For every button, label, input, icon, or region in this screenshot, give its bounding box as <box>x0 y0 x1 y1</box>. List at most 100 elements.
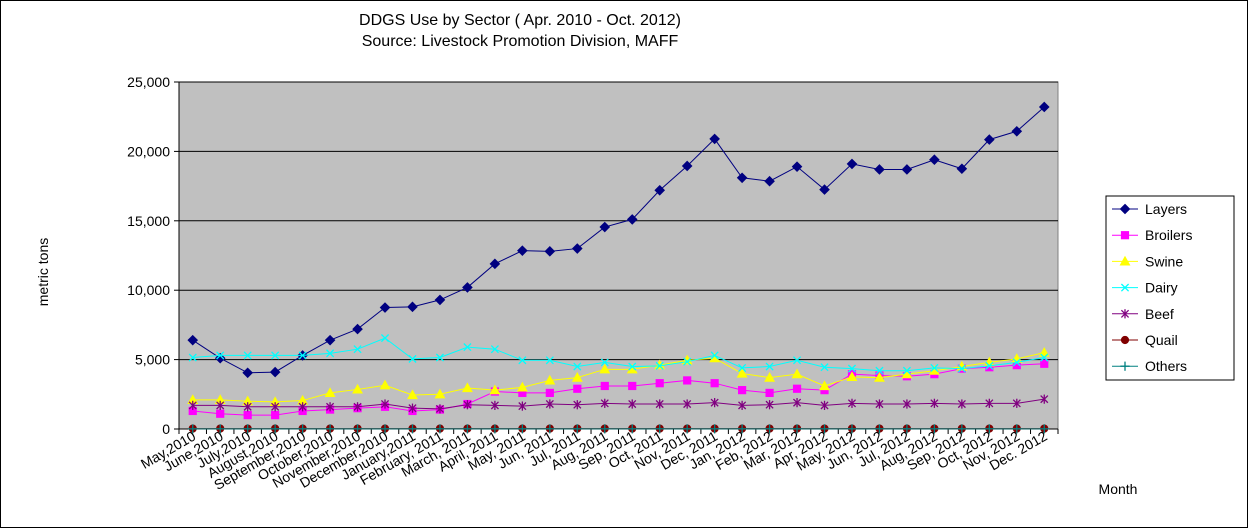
data-point-beef <box>298 402 307 412</box>
data-point-swine <box>571 372 583 382</box>
data-point-beef <box>902 399 911 409</box>
data-point-dairy <box>518 356 527 365</box>
data-point-layers <box>874 164 885 175</box>
data-point-layers <box>819 184 830 195</box>
data-point-swine <box>407 389 418 400</box>
series-line-swine <box>192 352 1045 403</box>
data-point-layers <box>1011 125 1023 137</box>
data-point-dairy <box>243 351 252 360</box>
data-point-swine <box>819 380 830 391</box>
data-point-layers <box>599 221 611 233</box>
legend-marker-beef <box>1120 309 1130 319</box>
data-point-others <box>1039 424 1049 434</box>
data-point-others <box>655 424 665 434</box>
data-point-dairy <box>435 353 445 362</box>
data-point-others <box>380 424 390 434</box>
data-point-swine <box>791 368 803 379</box>
data-point-dairy <box>902 366 911 375</box>
legend-marker-others <box>1120 361 1130 371</box>
data-point-others <box>1012 424 1022 434</box>
data-point-layers <box>571 243 583 254</box>
plot-area: 05,00010,00015,00020,00025,000May,2010Ju… <box>127 74 1059 493</box>
data-point-dairy <box>683 357 692 366</box>
data-point-layers <box>791 161 803 172</box>
data-point-beef <box>628 399 637 409</box>
data-point-layers <box>709 133 720 145</box>
data-point-dairy <box>738 363 747 372</box>
data-point-beef <box>930 398 939 408</box>
data-point-broilers <box>600 381 609 391</box>
data-point-layers <box>681 160 693 172</box>
legend-entry-beef: Beef <box>1145 306 1174 322</box>
y-axis-label: metric tons <box>35 238 51 306</box>
data-point-others <box>517 424 527 434</box>
data-point-layers <box>489 258 501 270</box>
legend-entry-swine: Swine <box>1145 253 1183 269</box>
data-point-dairy <box>847 364 857 373</box>
data-point-beef <box>683 399 692 409</box>
data-point-swine <box>736 367 748 378</box>
data-point-dairy <box>710 351 719 360</box>
data-point-layers <box>654 184 666 196</box>
data-point-beef <box>1012 398 1021 408</box>
data-point-beef <box>380 399 390 409</box>
legend-entry-broilers: Broilers <box>1145 227 1192 243</box>
data-point-dairy <box>765 362 774 371</box>
data-point-layers <box>1038 101 1050 113</box>
data-point-broilers <box>710 379 719 388</box>
data-point-layers <box>517 245 528 256</box>
data-point-broilers <box>1040 359 1049 368</box>
data-point-broilers <box>765 388 774 398</box>
data-point-broilers <box>545 388 554 398</box>
data-point-beef <box>792 398 802 408</box>
data-point-dairy <box>573 362 582 371</box>
data-point-swine <box>379 379 391 390</box>
data-point-dairy <box>628 362 637 371</box>
series-line-beef <box>192 398 1045 410</box>
data-point-beef <box>738 400 747 411</box>
data-point-beef <box>216 400 225 411</box>
data-point-beef <box>353 402 362 412</box>
data-point-swine <box>764 372 776 382</box>
data-point-broilers <box>683 376 692 385</box>
data-point-dairy <box>298 351 307 360</box>
data-point-others <box>188 424 198 434</box>
legend-marker-quail <box>1120 335 1130 345</box>
data-point-dairy <box>216 351 225 360</box>
data-point-others <box>545 424 555 434</box>
data-point-dairy <box>957 364 966 373</box>
legend-entry-layers: Layers <box>1145 201 1187 217</box>
y-tick-label: 15,000 <box>127 213 170 229</box>
data-point-swine <box>516 381 528 392</box>
data-point-dairy <box>353 345 362 354</box>
data-point-swine <box>489 384 501 395</box>
data-point-others <box>490 424 500 434</box>
data-point-others <box>957 424 967 434</box>
data-point-layers <box>242 367 253 379</box>
chart-title: DDGS Use by Sector ( Apr. 2010 - Oct. 20… <box>359 12 681 29</box>
data-point-dairy <box>930 363 939 372</box>
data-point-layers <box>379 302 391 313</box>
data-point-swine <box>434 388 446 399</box>
data-point-layers <box>929 154 940 166</box>
data-point-dairy <box>875 366 884 375</box>
data-point-others <box>407 424 418 434</box>
data-point-swine <box>461 382 473 393</box>
data-point-beef <box>518 401 527 411</box>
y-tick-label: 10,000 <box>127 282 170 298</box>
data-point-others <box>710 424 720 434</box>
data-point-dairy <box>545 356 554 365</box>
data-point-dairy <box>600 358 609 367</box>
data-point-dairy <box>380 334 390 343</box>
data-point-broilers <box>243 411 252 420</box>
data-point-beef <box>710 398 719 408</box>
data-point-layers <box>324 334 336 346</box>
legend: Layers Broilers Swine Dairy Beef Quail Others <box>1105 195 1235 381</box>
data-point-beef <box>820 400 829 411</box>
data-point-others <box>764 424 775 434</box>
data-point-others <box>984 424 994 434</box>
data-point-beef <box>271 402 280 412</box>
data-point-layers <box>984 134 995 145</box>
data-point-swine <box>654 359 666 370</box>
